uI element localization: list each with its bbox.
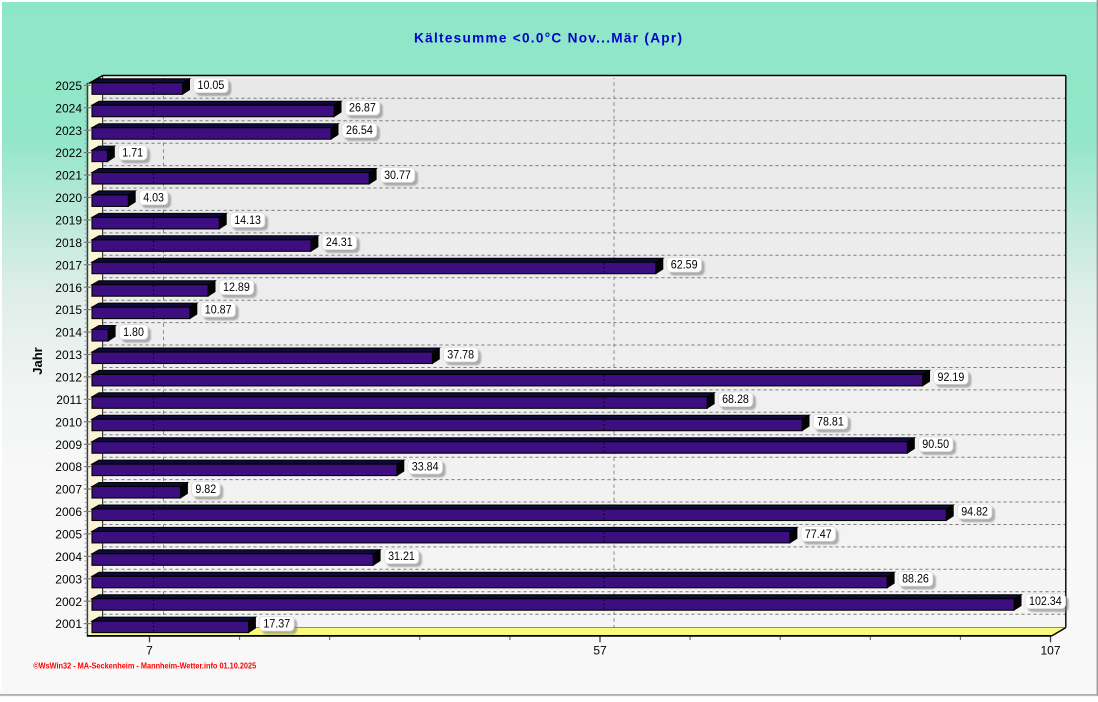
svg-text:2007: 2007 <box>55 483 82 497</box>
svg-text:17.37: 17.37 <box>263 619 290 631</box>
svg-text:9.82: 9.82 <box>195 484 216 496</box>
svg-text:31.21: 31.21 <box>388 551 415 563</box>
svg-text:94.82: 94.82 <box>961 506 988 518</box>
svg-text:2002: 2002 <box>55 595 82 609</box>
svg-text:57: 57 <box>593 643 607 657</box>
svg-text:33.84: 33.84 <box>412 462 439 474</box>
svg-text:24.31: 24.31 <box>326 237 353 249</box>
svg-text:10.87: 10.87 <box>205 305 232 317</box>
svg-text:2017: 2017 <box>55 258 82 272</box>
svg-text:2016: 2016 <box>55 281 82 295</box>
svg-text:90.50: 90.50 <box>922 439 949 451</box>
svg-text:2023: 2023 <box>55 124 82 138</box>
svg-text:2005: 2005 <box>55 528 82 542</box>
svg-text:©WsWin32 - MA-Seckenheim - Man: ©WsWin32 - MA-Seckenheim - Mannheim-Wett… <box>33 661 256 671</box>
svg-text:2011: 2011 <box>56 393 82 407</box>
svg-text:Kältesumme <0.0°C Nov...Mär: Kältesumme <0.0°C Nov...Mär (Apr) <box>414 31 682 46</box>
svg-text:37.78: 37.78 <box>447 349 474 361</box>
svg-text:92.19: 92.19 <box>938 372 965 384</box>
svg-text:2015: 2015 <box>55 303 82 317</box>
svg-text:2014: 2014 <box>55 326 82 340</box>
svg-text:2003: 2003 <box>55 572 82 586</box>
svg-text:2006: 2006 <box>55 505 82 519</box>
svg-text:107: 107 <box>1040 643 1060 657</box>
svg-text:2021: 2021 <box>55 169 82 183</box>
svg-text:68.28: 68.28 <box>722 394 749 406</box>
svg-text:2012: 2012 <box>55 371 82 385</box>
svg-text:14.13: 14.13 <box>234 215 261 227</box>
svg-text:2025: 2025 <box>55 79 82 93</box>
svg-text:88.26: 88.26 <box>902 574 929 586</box>
svg-text:4.03: 4.03 <box>143 192 164 204</box>
svg-text:2013: 2013 <box>55 348 82 362</box>
svg-text:2022: 2022 <box>55 146 82 160</box>
svg-text:12.89: 12.89 <box>223 282 250 294</box>
svg-text:2018: 2018 <box>55 236 82 250</box>
svg-text:10.05: 10.05 <box>198 80 225 92</box>
svg-text:2020: 2020 <box>55 191 82 205</box>
svg-text:2010: 2010 <box>55 415 82 429</box>
svg-text:2019: 2019 <box>55 214 82 228</box>
svg-text:Jahr: Jahr <box>30 347 45 374</box>
svg-text:2008: 2008 <box>55 460 82 474</box>
svg-text:30.77: 30.77 <box>384 170 411 182</box>
svg-text:2001: 2001 <box>55 617 82 631</box>
svg-text:102.34: 102.34 <box>1029 596 1062 608</box>
svg-text:7: 7 <box>146 643 153 657</box>
svg-text:2024: 2024 <box>55 101 82 115</box>
svg-text:2009: 2009 <box>55 438 82 452</box>
svg-text:26.54: 26.54 <box>346 125 373 137</box>
svg-text:1.80: 1.80 <box>123 327 144 339</box>
svg-text:26.87: 26.87 <box>349 103 376 115</box>
svg-text:78.81: 78.81 <box>817 417 844 429</box>
svg-text:1.71: 1.71 <box>122 148 143 160</box>
svg-text:2004: 2004 <box>55 550 82 564</box>
svg-text:62.59: 62.59 <box>671 260 698 272</box>
svg-text:77.47: 77.47 <box>805 529 832 541</box>
